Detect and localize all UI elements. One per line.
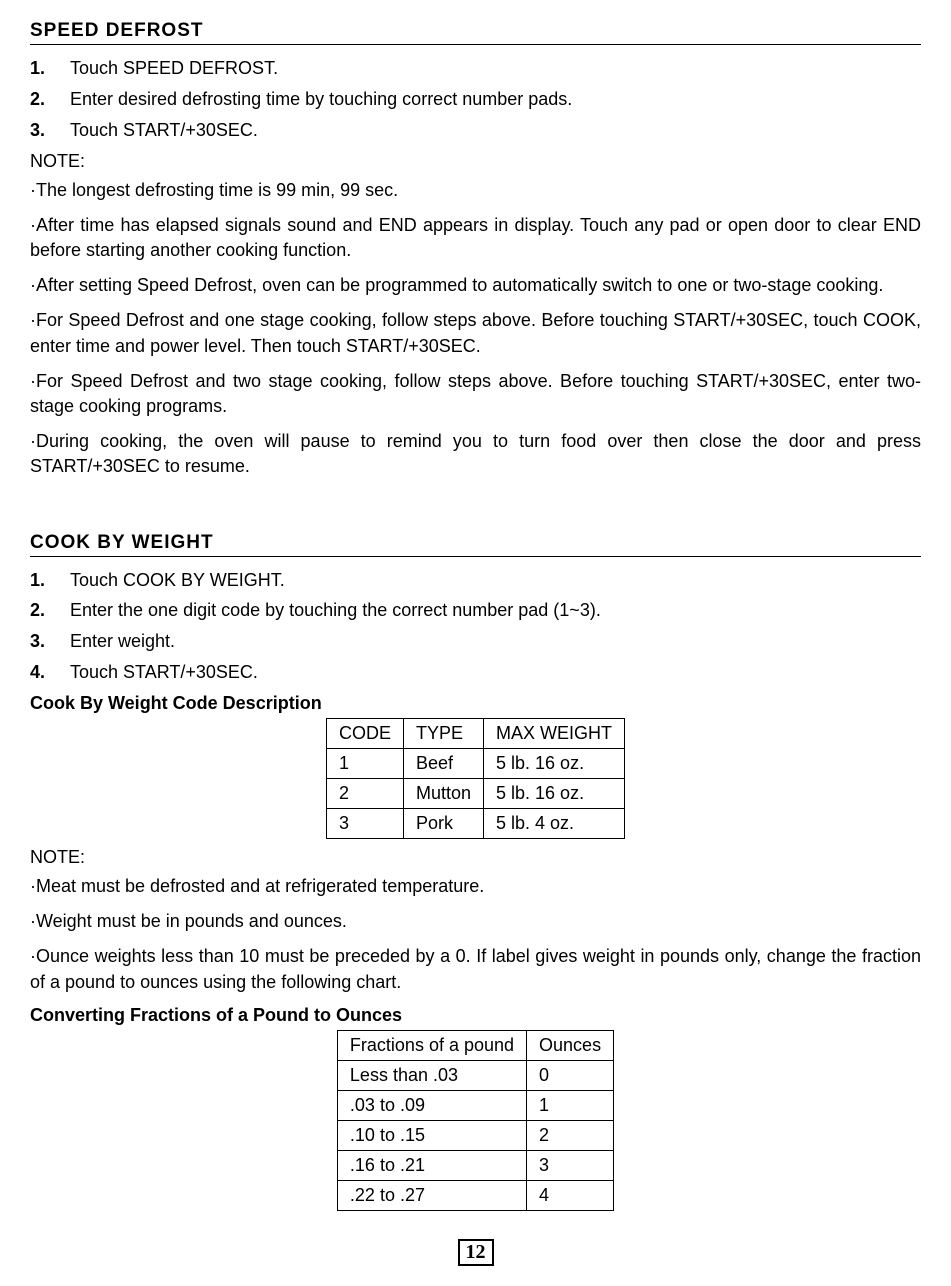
table-cell: 1 xyxy=(527,1090,614,1120)
table-header: MAX WEIGHT xyxy=(484,719,625,749)
table-cell: 1 xyxy=(326,749,403,779)
list-item: 2. Enter the one digit code by touching … xyxy=(30,597,921,625)
code-table-heading: Cook By Weight Code Description xyxy=(30,693,921,714)
table-row: .22 to .27 4 xyxy=(337,1180,613,1210)
step-text: Touch START/+30SEC. xyxy=(70,659,921,687)
table-row: 2 Mutton 5 lb. 16 oz. xyxy=(326,779,624,809)
table-cell: 2 xyxy=(326,779,403,809)
table-cell: .10 to .15 xyxy=(337,1120,526,1150)
conversion-table: Fractions of a pound Ounces Less than .0… xyxy=(337,1030,614,1211)
note-label: NOTE: xyxy=(30,847,921,868)
note-item: ·After time has elapsed signals sound an… xyxy=(30,213,921,263)
table-cell: 3 xyxy=(527,1150,614,1180)
table-cell: Less than .03 xyxy=(337,1060,526,1090)
cook-by-weight-steps: 1. Touch COOK BY WEIGHT. 2. Enter the on… xyxy=(30,567,921,688)
note-item: ·After setting Speed Defrost, oven can b… xyxy=(30,273,921,298)
table-header: Ounces xyxy=(527,1030,614,1060)
table-row: 3 Pork 5 lb. 4 oz. xyxy=(326,809,624,839)
step-number: 3. xyxy=(30,628,70,656)
step-text: Touch SPEED DEFROST. xyxy=(70,55,921,83)
table-cell: 5 lb. 16 oz. xyxy=(484,749,625,779)
code-description-table: CODE TYPE MAX WEIGHT 1 Beef 5 lb. 16 oz.… xyxy=(326,718,625,839)
step-number: 1. xyxy=(30,567,70,595)
table-cell: 4 xyxy=(527,1180,614,1210)
note-item: ·Meat must be defrosted and at refrigera… xyxy=(30,874,921,899)
note-item: ·For Speed Defrost and one stage cooking… xyxy=(30,308,921,358)
table-row: Fractions of a pound Ounces xyxy=(337,1030,613,1060)
step-number: 4. xyxy=(30,659,70,687)
step-text: Enter desired defrosting time by touchin… xyxy=(70,86,921,114)
list-item: 4. Touch START/+30SEC. xyxy=(30,659,921,687)
step-number: 2. xyxy=(30,597,70,625)
list-item: 1. Touch SPEED DEFROST. xyxy=(30,55,921,83)
step-text: Touch COOK BY WEIGHT. xyxy=(70,567,921,595)
speed-defrost-heading: SPEED DEFROST xyxy=(30,20,921,42)
list-item: 2. Enter desired defrosting time by touc… xyxy=(30,86,921,114)
table-row: .16 to .21 3 xyxy=(337,1150,613,1180)
table-cell: 5 lb. 16 oz. xyxy=(484,779,625,809)
note-item: ·The longest defrosting time is 99 min, … xyxy=(30,178,921,203)
table-row: .03 to .09 1 xyxy=(337,1090,613,1120)
table-cell: 3 xyxy=(326,809,403,839)
note-item: ·Weight must be in pounds and ounces. xyxy=(30,909,921,934)
table-header: CODE xyxy=(326,719,403,749)
step-text: Enter the one digit code by touching the… xyxy=(70,597,921,625)
note-item: ·During cooking, the oven will pause to … xyxy=(30,429,921,479)
table-cell: 0 xyxy=(527,1060,614,1090)
cook-by-weight-heading: COOK BY WEIGHT xyxy=(30,532,921,554)
note-item: ·Ounce weights less than 10 must be prec… xyxy=(30,944,921,994)
list-item: 1. Touch COOK BY WEIGHT. xyxy=(30,567,921,595)
table-cell: Mutton xyxy=(403,779,483,809)
conversion-table-heading: Converting Fractions of a Pound to Ounce… xyxy=(30,1005,921,1026)
note-label: NOTE: xyxy=(30,151,921,172)
section-rule xyxy=(30,44,921,45)
list-item: 3. Enter weight. xyxy=(30,628,921,656)
table-header: TYPE xyxy=(403,719,483,749)
table-cell: .16 to .21 xyxy=(337,1150,526,1180)
table-cell: .22 to .27 xyxy=(337,1180,526,1210)
step-number: 2. xyxy=(30,86,70,114)
table-cell: 2 xyxy=(527,1120,614,1150)
speed-defrost-steps: 1. Touch SPEED DEFROST. 2. Enter desired… xyxy=(30,55,921,145)
step-text: Enter weight. xyxy=(70,628,921,656)
table-cell: 5 lb. 4 oz. xyxy=(484,809,625,839)
list-item: 3. Touch START/+30SEC. xyxy=(30,117,921,145)
table-cell: Beef xyxy=(403,749,483,779)
table-cell: .03 to .09 xyxy=(337,1090,526,1120)
table-row: 1 Beef 5 lb. 16 oz. xyxy=(326,749,624,779)
note-item: ·For Speed Defrost and two stage cooking… xyxy=(30,369,921,419)
table-header: Fractions of a pound xyxy=(337,1030,526,1060)
table-row: .10 to .15 2 xyxy=(337,1120,613,1150)
section-rule xyxy=(30,556,921,557)
page-number-container: 12 xyxy=(30,1239,921,1266)
table-cell: Pork xyxy=(403,809,483,839)
step-number: 1. xyxy=(30,55,70,83)
step-number: 3. xyxy=(30,117,70,145)
table-row: CODE TYPE MAX WEIGHT xyxy=(326,719,624,749)
step-text: Touch START/+30SEC. xyxy=(70,117,921,145)
page-number: 12 xyxy=(458,1239,494,1266)
table-row: Less than .03 0 xyxy=(337,1060,613,1090)
